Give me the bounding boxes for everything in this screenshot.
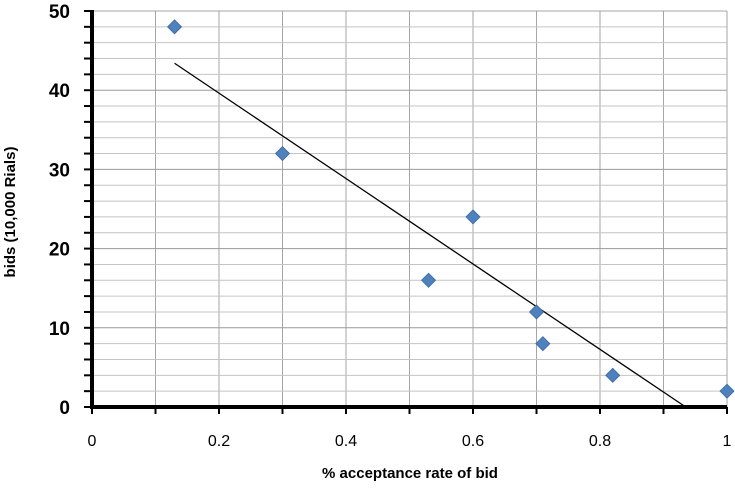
x-tick-label: 0.2: [208, 433, 230, 450]
y-tick-label: 30: [49, 160, 70, 181]
x-tick-labels: 0 0.2 0.4 0.6 0.8 1: [88, 433, 732, 450]
data-point: [719, 383, 735, 399]
x-tick-label: 0: [88, 433, 97, 450]
x-tick-label: 0.4: [335, 433, 357, 450]
data-point: [605, 367, 621, 383]
y-tick-label: 10: [49, 319, 70, 340]
y-tick-label: 50: [49, 2, 70, 23]
x-tick-label: 0.8: [589, 433, 611, 450]
data-point: [420, 272, 437, 288]
y-tick-label: 20: [49, 240, 70, 261]
data-points: [166, 19, 735, 399]
data-point: [535, 336, 551, 352]
axes: [84, 10, 728, 414]
y-tick-labels: 0 10 20 30 40 50: [49, 2, 70, 419]
grid: [92, 10, 728, 407]
data-point: [465, 209, 481, 225]
y-tick-label: 0: [59, 398, 70, 419]
data-point: [166, 19, 183, 35]
y-tick-label: 40: [49, 81, 70, 102]
data-point: [528, 304, 545, 320]
x-tick-label: 0.6: [462, 433, 484, 450]
x-axis-title: % acceptance rate of bid: [322, 465, 498, 482]
y-axis-title: bids (10,000 Rials): [2, 147, 19, 278]
trendline-layer: [174, 62, 687, 408]
trendline: [174, 62, 687, 408]
data-point: [274, 145, 291, 162]
x-tick-label: 1: [723, 433, 732, 450]
